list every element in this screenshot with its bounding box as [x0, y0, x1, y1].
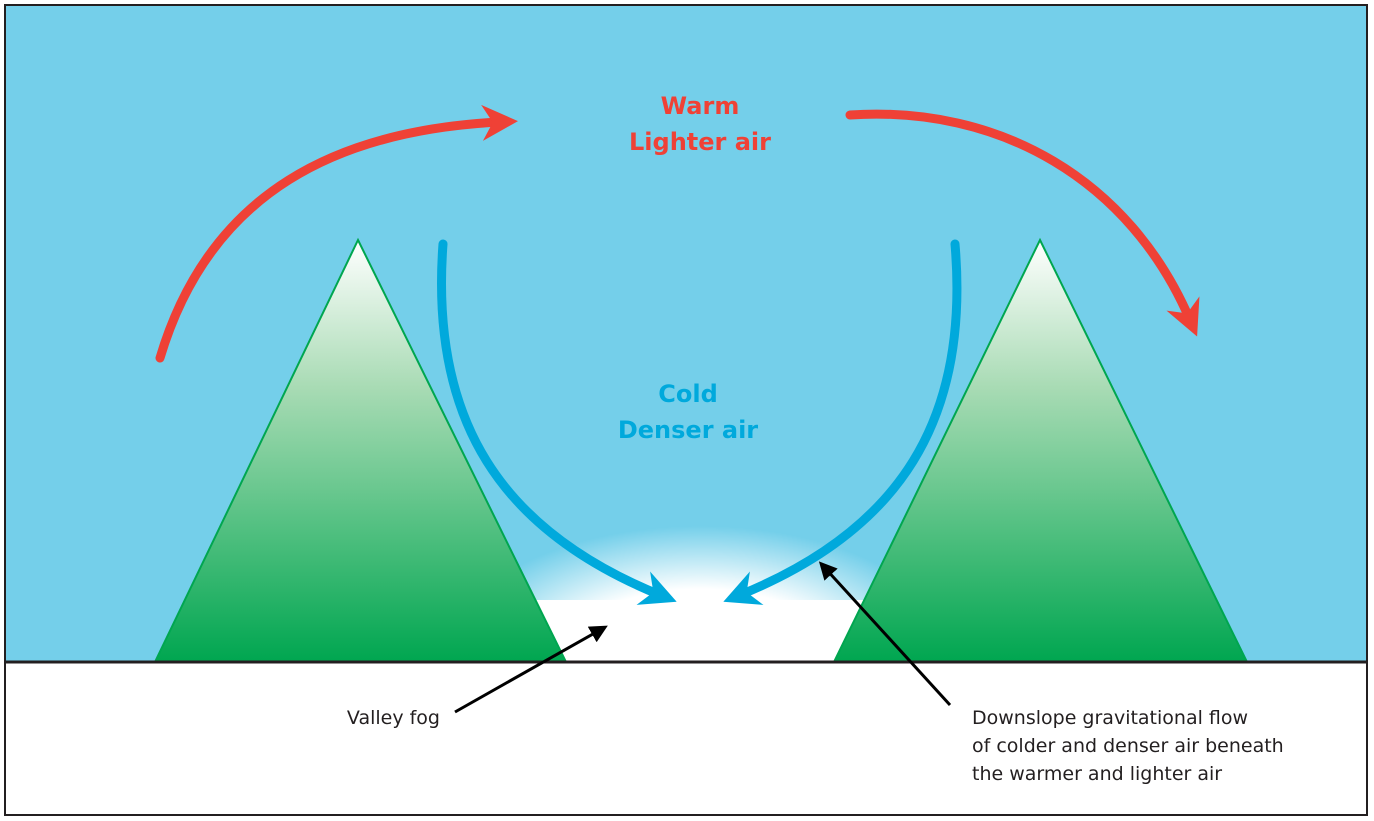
label: the warmer and lighter air	[972, 763, 1222, 785]
label: Cold	[658, 380, 718, 408]
label: Denser air	[618, 416, 758, 444]
label: Lighter air	[629, 128, 771, 156]
warm-arrow	[155, 104, 518, 363]
label: Downslope gravitational flow	[972, 707, 1248, 729]
label: Valley fog	[347, 707, 440, 729]
pointer	[454, 625, 608, 714]
cold-arrow	[437, 239, 677, 605]
pointer	[818, 561, 952, 707]
label: Warm	[661, 92, 740, 120]
cold-arrow	[723, 239, 962, 605]
warm-arrow	[845, 109, 1200, 337]
label: of colder and denser air beneath	[972, 735, 1284, 757]
